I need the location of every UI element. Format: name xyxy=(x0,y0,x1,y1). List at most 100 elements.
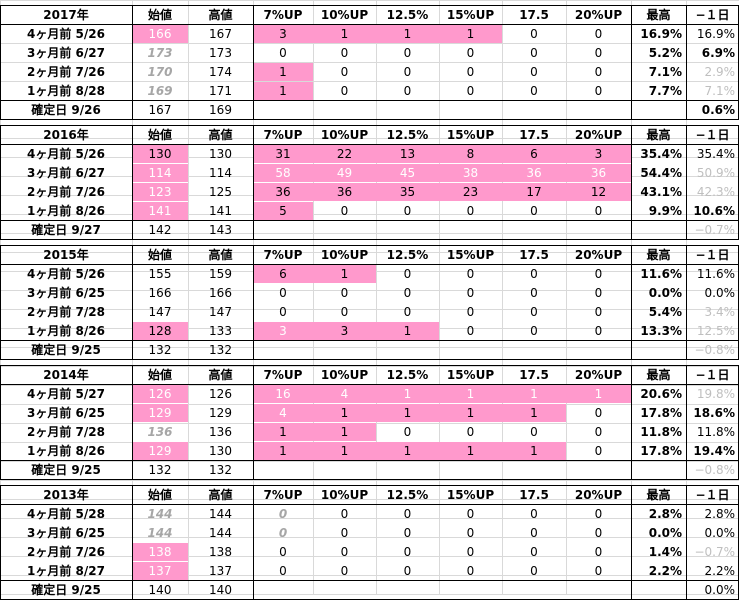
threshold-count: 38 xyxy=(462,166,479,180)
threshold-count: 0 xyxy=(279,46,287,60)
final-rule xyxy=(0,220,739,221)
highlight-band xyxy=(253,265,376,283)
highlight-band xyxy=(253,442,566,460)
minus-one-day: 42.3% xyxy=(696,185,735,199)
threshold-count: 31 xyxy=(275,147,291,161)
row-label: 1ヶ月前 8/26 xyxy=(27,324,105,338)
threshold-count: 0 xyxy=(340,545,349,559)
threshold-count: 23 xyxy=(462,185,479,199)
threshold-count: 0 xyxy=(403,286,412,300)
threshold-count: 0 xyxy=(340,507,349,521)
open-price: 141 xyxy=(132,202,188,220)
column-rule xyxy=(631,5,632,119)
column-header: 15%UP xyxy=(446,368,495,382)
column-rule xyxy=(686,245,687,359)
open-price: 130 xyxy=(132,145,188,163)
row-label: 4ヶ月前 5/28 xyxy=(27,507,105,521)
minus-one-day: 19.8% xyxy=(696,387,735,401)
threshold-count: 0 xyxy=(530,324,538,338)
max-gain: 5.4% xyxy=(648,305,682,319)
high-price: 143 xyxy=(209,223,232,237)
max-gain: 0.0% xyxy=(648,286,682,300)
minus-one-day: 0.0% xyxy=(704,583,736,597)
column-header: 15%UP xyxy=(446,128,495,142)
threshold-count: 1 xyxy=(279,425,287,439)
threshold-count: 36 xyxy=(336,185,353,199)
threshold-count: 0 xyxy=(466,545,475,559)
minus-one-day: −0.7% xyxy=(694,223,735,237)
high-price: 140 xyxy=(209,583,232,597)
threshold-count: 0 xyxy=(594,425,603,439)
high-price: 114 xyxy=(209,166,232,180)
threshold-count: 13 xyxy=(399,147,416,161)
threshold-count: 0 xyxy=(530,305,538,319)
open-price: 166 xyxy=(132,25,188,43)
column-header: 15%UP xyxy=(446,8,495,22)
column-rule xyxy=(686,365,687,479)
column-header: 高値 xyxy=(208,368,233,382)
column-header: 20%UP xyxy=(574,128,623,142)
column-header: −１日 xyxy=(695,128,730,142)
minus-one-day: 50.9% xyxy=(696,166,735,180)
column-header: 7%UP xyxy=(263,8,303,22)
final-date-label: 確定日 9/25 xyxy=(31,343,101,357)
open-price: 166 xyxy=(148,286,172,300)
threshold-count: 36 xyxy=(590,166,607,180)
minus-one-day: 3.4% xyxy=(704,305,736,319)
threshold-count: 0 xyxy=(403,526,412,540)
column-header: 7%UP xyxy=(263,248,303,262)
threshold-count: 0 xyxy=(279,564,287,578)
header-rule xyxy=(0,504,739,505)
open-price: 144 xyxy=(147,507,173,521)
max-gain: 17.8% xyxy=(640,444,682,458)
header-rule xyxy=(0,384,739,385)
high-price: 174 xyxy=(209,65,232,79)
column-header: 始値 xyxy=(147,248,172,262)
open-price: 138 xyxy=(132,543,188,561)
row-label: 4ヶ月前 5/27 xyxy=(27,387,105,401)
high-price: 132 xyxy=(209,343,232,357)
row-label: 4ヶ月前 5/26 xyxy=(27,147,105,161)
row-label: 2ヶ月前 7/28 xyxy=(27,425,105,439)
threshold-count: 0 xyxy=(530,84,538,98)
threshold-count: 1 xyxy=(340,406,349,420)
column-rule xyxy=(132,365,133,479)
open-price: 123 xyxy=(132,183,188,201)
column-rule xyxy=(253,245,254,359)
column-rule xyxy=(253,5,254,119)
threshold-count: 0 xyxy=(403,564,412,578)
threshold-count: 35 xyxy=(399,185,416,199)
minus-one-day: −0.8% xyxy=(694,463,735,477)
threshold-count: 1 xyxy=(279,65,287,79)
threshold-count: 6 xyxy=(279,267,287,281)
threshold-count: 0 xyxy=(594,305,603,319)
column-header: 15%UP xyxy=(446,248,495,262)
open-price: 155 xyxy=(148,267,172,281)
open-price: 147 xyxy=(148,305,172,319)
threshold-count: 36 xyxy=(275,185,291,199)
minus-one-day: 12.5% xyxy=(696,324,735,338)
final-date-label: 確定日 9/27 xyxy=(31,223,101,237)
row-label: 1ヶ月前 8/26 xyxy=(27,444,105,458)
threshold-count: 0 xyxy=(530,267,538,281)
year-label: 2017年 xyxy=(43,8,89,22)
minus-one-day: 0.6% xyxy=(701,103,735,117)
final-date-label: 確定日 9/25 xyxy=(31,583,101,597)
column-header: 17.5 xyxy=(519,128,549,142)
threshold-count: 3 xyxy=(594,147,603,161)
final-date-label: 確定日 9/26 xyxy=(31,103,101,117)
row-label: 2ヶ月前 7/26 xyxy=(27,545,105,559)
minus-one-day: 35.4% xyxy=(696,147,735,161)
threshold-count: 0 xyxy=(466,324,475,338)
high-price: 126 xyxy=(209,387,232,401)
highlight-band xyxy=(253,322,439,340)
minus-one-day: 11.6% xyxy=(696,267,735,281)
column-header: 12.5% xyxy=(386,368,429,382)
column-rule xyxy=(631,125,632,239)
highlight-band xyxy=(253,82,313,100)
threshold-count: 0 xyxy=(466,305,475,319)
threshold-count: 1 xyxy=(594,387,603,401)
column-header: 始値 xyxy=(147,368,172,382)
threshold-count: 1 xyxy=(403,27,412,41)
threshold-count: 0 xyxy=(530,27,538,41)
